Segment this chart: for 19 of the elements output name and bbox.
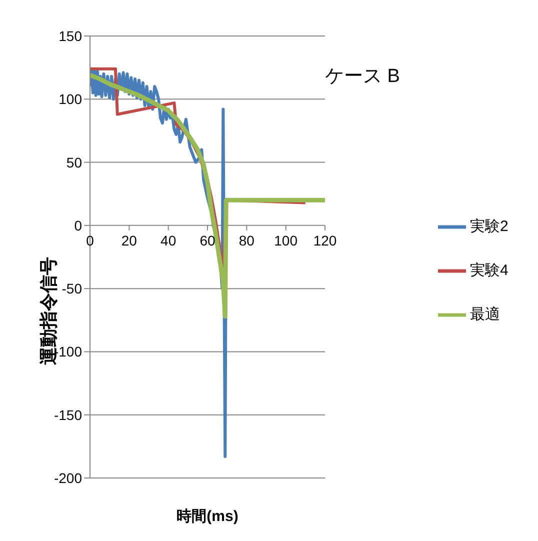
y-tick-label: 150 xyxy=(58,28,82,44)
y-tick-label: -50 xyxy=(62,280,82,297)
legend-label: 実験2 xyxy=(470,218,508,234)
legend-label: 最適 xyxy=(470,306,500,322)
legend-label: 実験4 xyxy=(470,262,508,278)
x-tick-label: 20 xyxy=(121,232,138,248)
x-tick-label: 60 xyxy=(200,232,216,248)
x-tick-label: 80 xyxy=(238,232,255,248)
y-tick-label: -150 xyxy=(54,406,82,423)
x-tick-label: 40 xyxy=(160,232,176,248)
x-tick-label: 120 xyxy=(313,232,337,248)
x-axis-title: 時間(ms) xyxy=(176,508,238,525)
y-tick-label: 0 xyxy=(74,217,82,234)
y-tick-label: 50 xyxy=(66,154,82,170)
x-tick-label: 100 xyxy=(274,232,298,248)
x-tick-label: 0 xyxy=(86,232,94,248)
text: ケース B xyxy=(325,66,400,87)
y-tick-label: 100 xyxy=(58,91,82,108)
y-tick-label: -200 xyxy=(54,470,82,486)
